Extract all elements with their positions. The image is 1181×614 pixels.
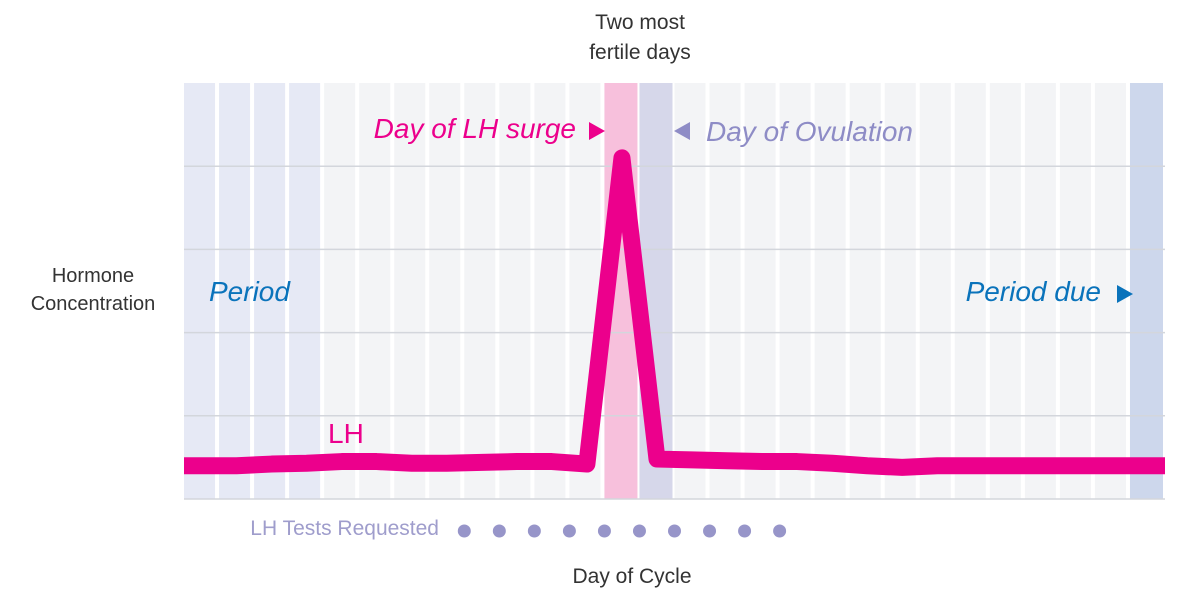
day-column-4 (289, 83, 321, 499)
lh-line (184, 149, 1165, 476)
day-column-7 (394, 83, 426, 499)
day-column-10 (499, 83, 531, 499)
lh-test-dot (492, 524, 506, 538)
lh-tests-label: LH Tests Requested (250, 517, 439, 540)
day-column-25 (1024, 83, 1056, 499)
lh-test-dot (632, 524, 646, 538)
ovulation-label: Day of Ovulation (706, 116, 913, 147)
lh-test-dot (562, 524, 576, 538)
lh-test-dot (597, 524, 611, 538)
day-column-18 (779, 83, 811, 499)
lh-test-dot (527, 524, 541, 538)
day-column-8 (429, 83, 461, 499)
day-column-23 (954, 83, 986, 499)
day-column-26 (1059, 83, 1091, 499)
lh-surge-label: Day of LH surge (373, 113, 576, 144)
fertile-days-annotation: Two most fertile days (589, 11, 691, 64)
lh-test-dot (738, 524, 752, 538)
day-column-6 (359, 83, 391, 499)
day-column-17 (744, 83, 776, 499)
day-column-19 (814, 83, 846, 499)
day-column-16 (709, 83, 741, 499)
day-column-28 (1129, 83, 1163, 499)
lh-test-dot (457, 524, 471, 538)
day-column-11 (534, 83, 566, 499)
day-column-1 (184, 83, 216, 499)
day-column-15 (674, 83, 706, 499)
day-column-9 (464, 83, 496, 499)
period-label: Period (209, 276, 290, 307)
day-column-21 (884, 83, 916, 499)
x-axis-label: Day of Cycle (572, 565, 692, 588)
day-column-20 (849, 83, 881, 499)
day-column-22 (919, 83, 951, 499)
ovulation-arrow-icon (674, 122, 690, 140)
lh-test-dot (703, 524, 717, 538)
period-due-arrow-icon (1117, 285, 1133, 303)
lh-test-dot (773, 524, 787, 538)
day-column-3 (254, 83, 286, 499)
y-axis-label: Hormone Concentration (30, 265, 156, 315)
lh-series-label: LH (328, 418, 364, 449)
lh-surge-arrow-icon (589, 122, 605, 140)
period-due-label: Period due (965, 276, 1101, 307)
day-column-5 (324, 83, 356, 499)
day-column-2 (219, 83, 251, 499)
lh-test-dot (668, 524, 681, 538)
day-column-24 (989, 83, 1021, 499)
